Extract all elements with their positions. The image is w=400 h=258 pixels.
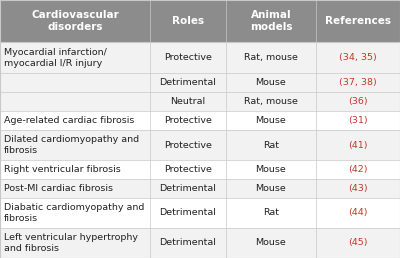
Text: Detrimental: Detrimental — [160, 184, 216, 193]
Text: Protective: Protective — [164, 53, 212, 62]
Bar — [316, 0, 400, 42]
Text: References: References — [325, 16, 391, 26]
Text: Dilated cardiomyopathy and
fibrosis: Dilated cardiomyopathy and fibrosis — [4, 135, 139, 155]
Text: Mouse: Mouse — [256, 165, 286, 174]
Bar — [0, 130, 400, 160]
Text: Roles: Roles — [172, 16, 204, 26]
Bar — [0, 42, 400, 73]
Text: Rat, mouse: Rat, mouse — [244, 97, 298, 106]
Bar — [0, 0, 150, 42]
Text: (45): (45) — [348, 238, 368, 247]
Text: Post-MI cardiac fibrosis: Post-MI cardiac fibrosis — [4, 184, 113, 193]
Text: Animal
models: Animal models — [250, 10, 292, 32]
Text: Rat: Rat — [263, 141, 279, 150]
Bar — [0, 92, 400, 111]
Text: Rat: Rat — [263, 208, 279, 217]
Text: Diabatic cardiomyopathy and
fibrosis: Diabatic cardiomyopathy and fibrosis — [4, 203, 144, 223]
Bar — [0, 73, 400, 92]
Text: (42): (42) — [348, 165, 368, 174]
Text: (43): (43) — [348, 184, 368, 193]
Text: Cardiovascular
disorders: Cardiovascular disorders — [31, 10, 119, 32]
Text: Detrimental: Detrimental — [160, 238, 216, 247]
Text: (37, 38): (37, 38) — [339, 78, 377, 87]
Bar — [150, 0, 226, 42]
Text: (41): (41) — [348, 141, 368, 150]
Text: Mouse: Mouse — [256, 116, 286, 125]
Text: Left ventricular hypertrophy
and fibrosis: Left ventricular hypertrophy and fibrosi… — [4, 233, 138, 253]
Text: Neutral: Neutral — [170, 97, 206, 106]
Bar — [0, 111, 400, 130]
Text: Mouse: Mouse — [256, 238, 286, 247]
Text: Detrimental: Detrimental — [160, 78, 216, 87]
Text: Age-related cardiac fibrosis: Age-related cardiac fibrosis — [4, 116, 134, 125]
Text: Detrimental: Detrimental — [160, 208, 216, 217]
Text: Protective: Protective — [164, 165, 212, 174]
Bar — [0, 228, 400, 258]
Text: (36): (36) — [348, 97, 368, 106]
Bar — [226, 0, 316, 42]
Bar — [0, 179, 400, 198]
Text: (44): (44) — [348, 208, 368, 217]
Text: Mouse: Mouse — [256, 184, 286, 193]
Text: (34, 35): (34, 35) — [339, 53, 377, 62]
Text: Mouse: Mouse — [256, 78, 286, 87]
Text: Myocardial infarction/
myocardial I/R injury: Myocardial infarction/ myocardial I/R in… — [4, 48, 107, 68]
Bar — [0, 198, 400, 228]
Text: (31): (31) — [348, 116, 368, 125]
Text: Protective: Protective — [164, 116, 212, 125]
Text: Rat, mouse: Rat, mouse — [244, 53, 298, 62]
Bar — [0, 160, 400, 179]
Text: Right ventricular fibrosis: Right ventricular fibrosis — [4, 165, 121, 174]
Text: Protective: Protective — [164, 141, 212, 150]
